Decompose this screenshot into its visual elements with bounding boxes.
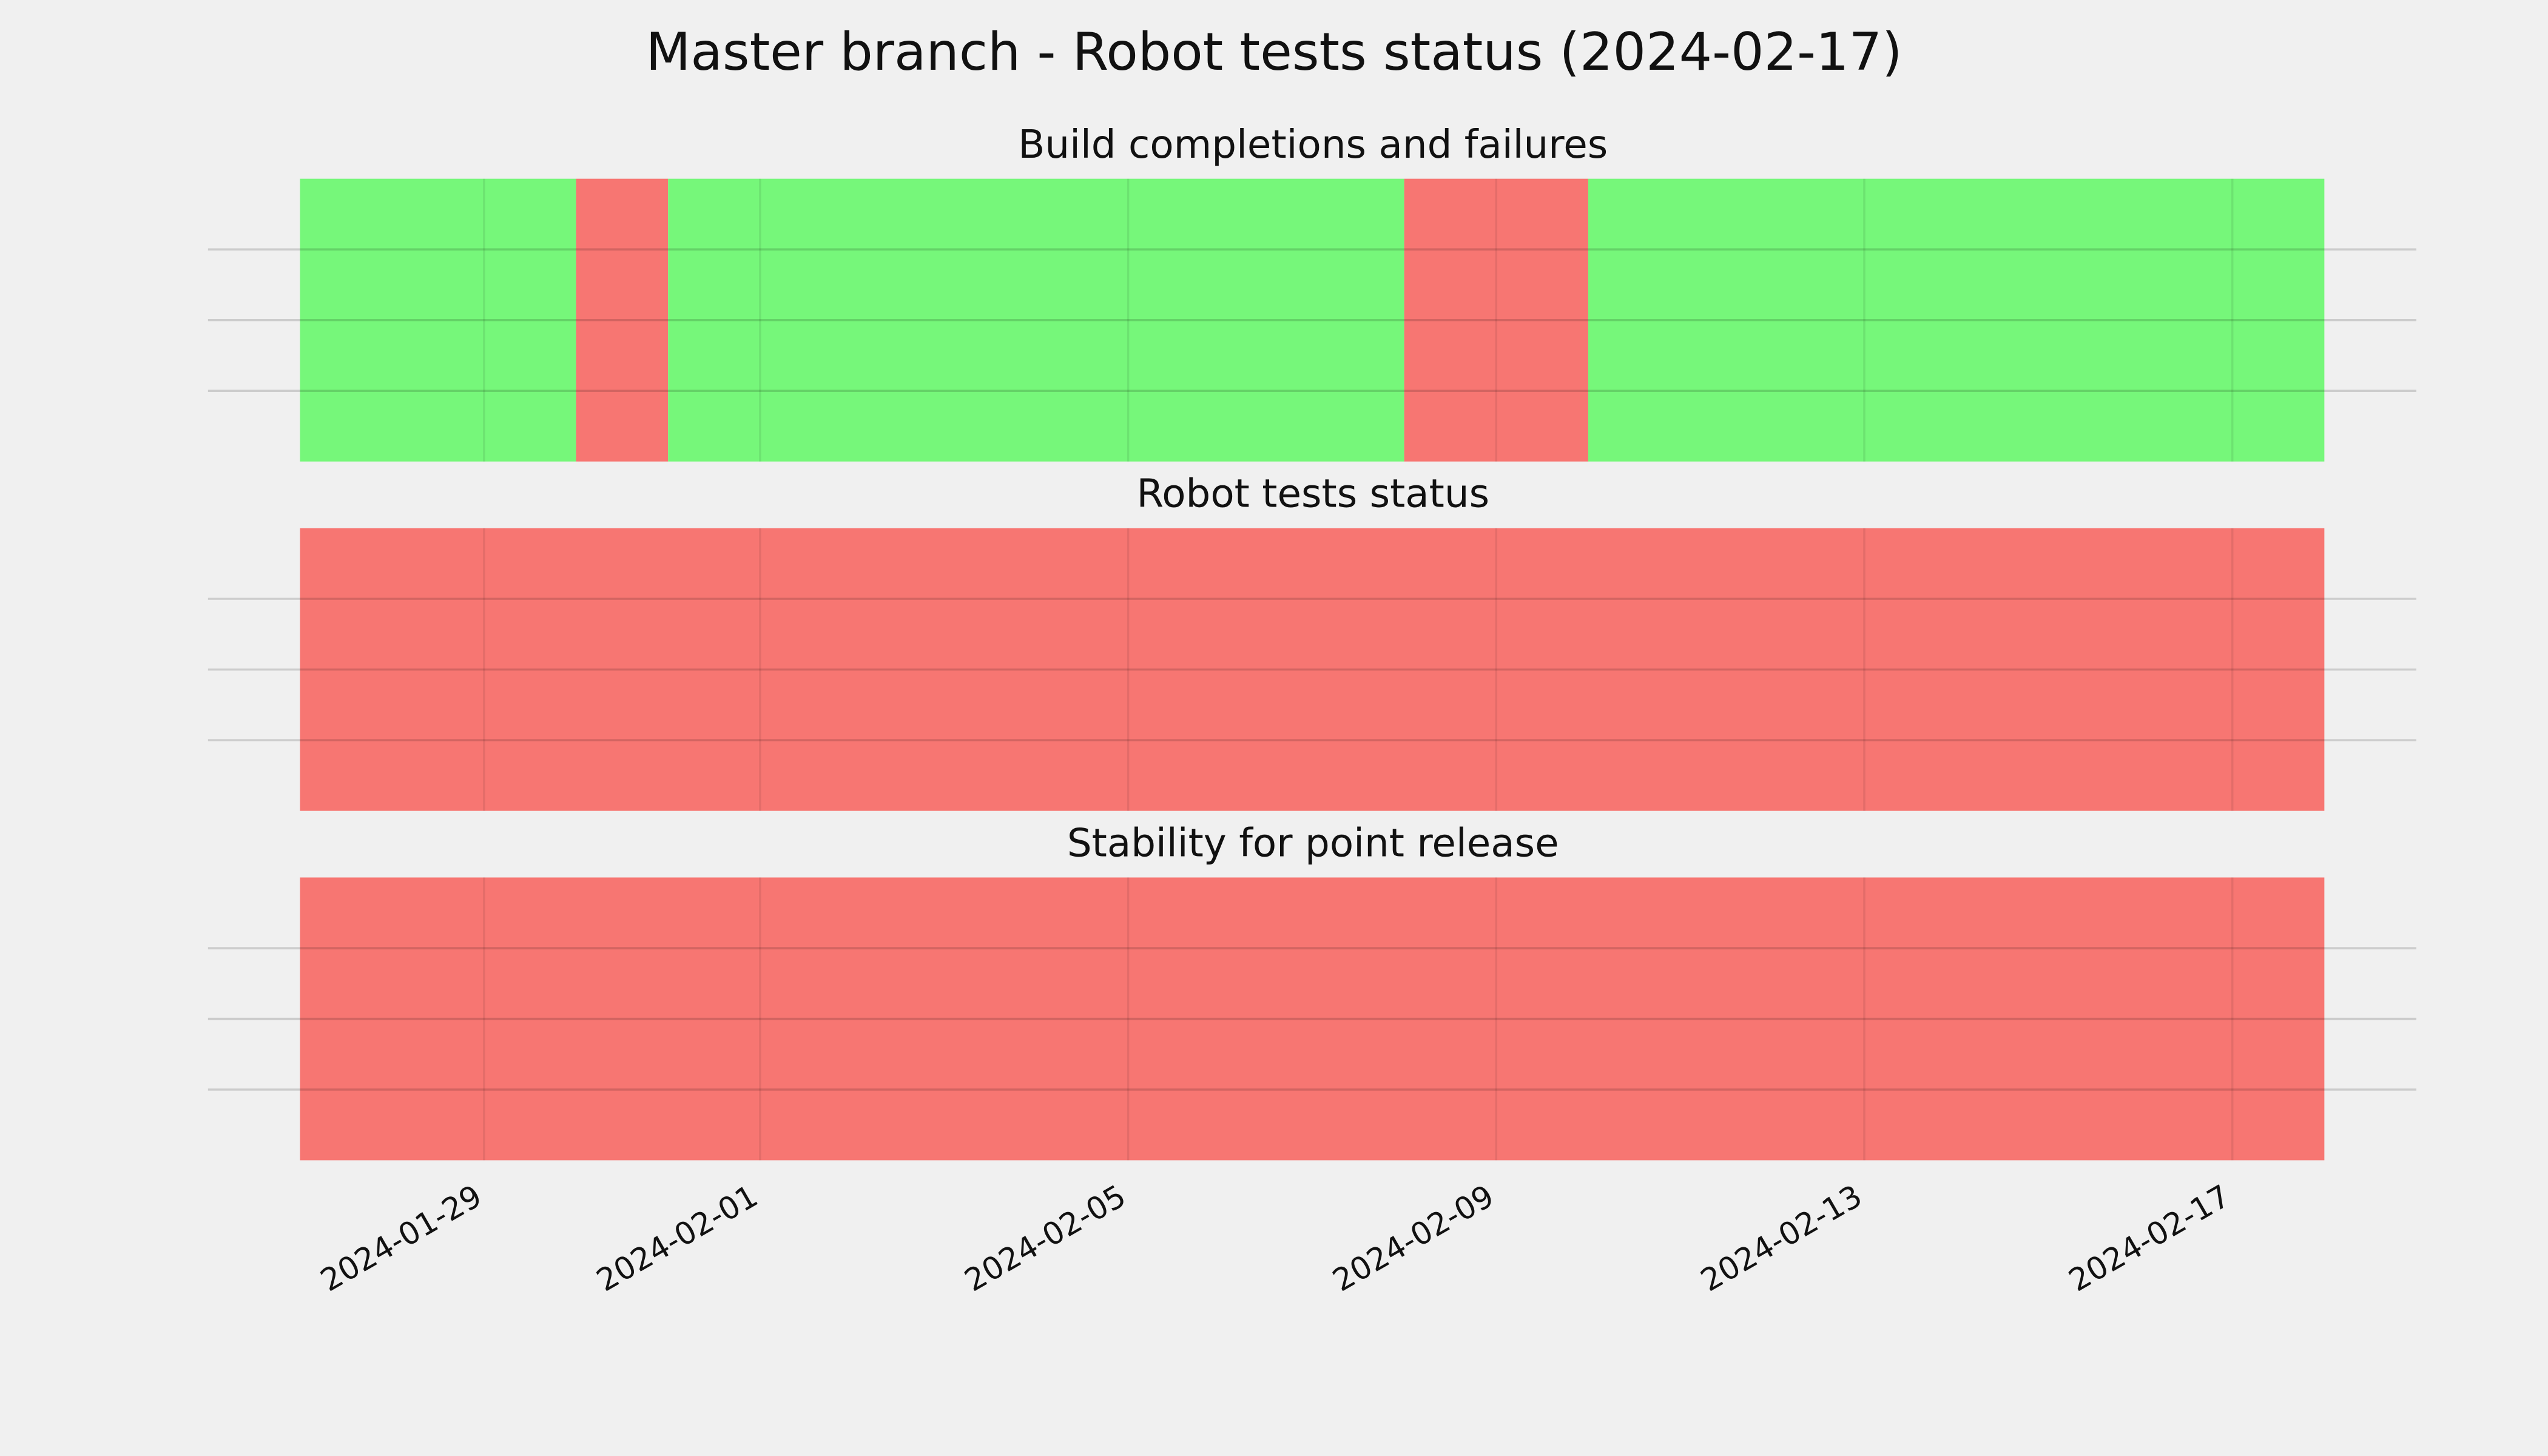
status-span (300, 178, 576, 462)
status-span (1404, 178, 1588, 462)
chart-title: Master branch - Robot tests status (2024… (645, 22, 1902, 83)
status-span (300, 877, 2325, 1161)
status-span (300, 528, 2325, 811)
status-span (576, 178, 669, 462)
status-span (1588, 178, 2325, 462)
status-span (668, 178, 1404, 462)
panel-title: Robot tests status (1136, 471, 1489, 517)
panel-title: Build completions and failures (1018, 122, 1608, 167)
panel-title: Stability for point release (1067, 821, 1559, 866)
